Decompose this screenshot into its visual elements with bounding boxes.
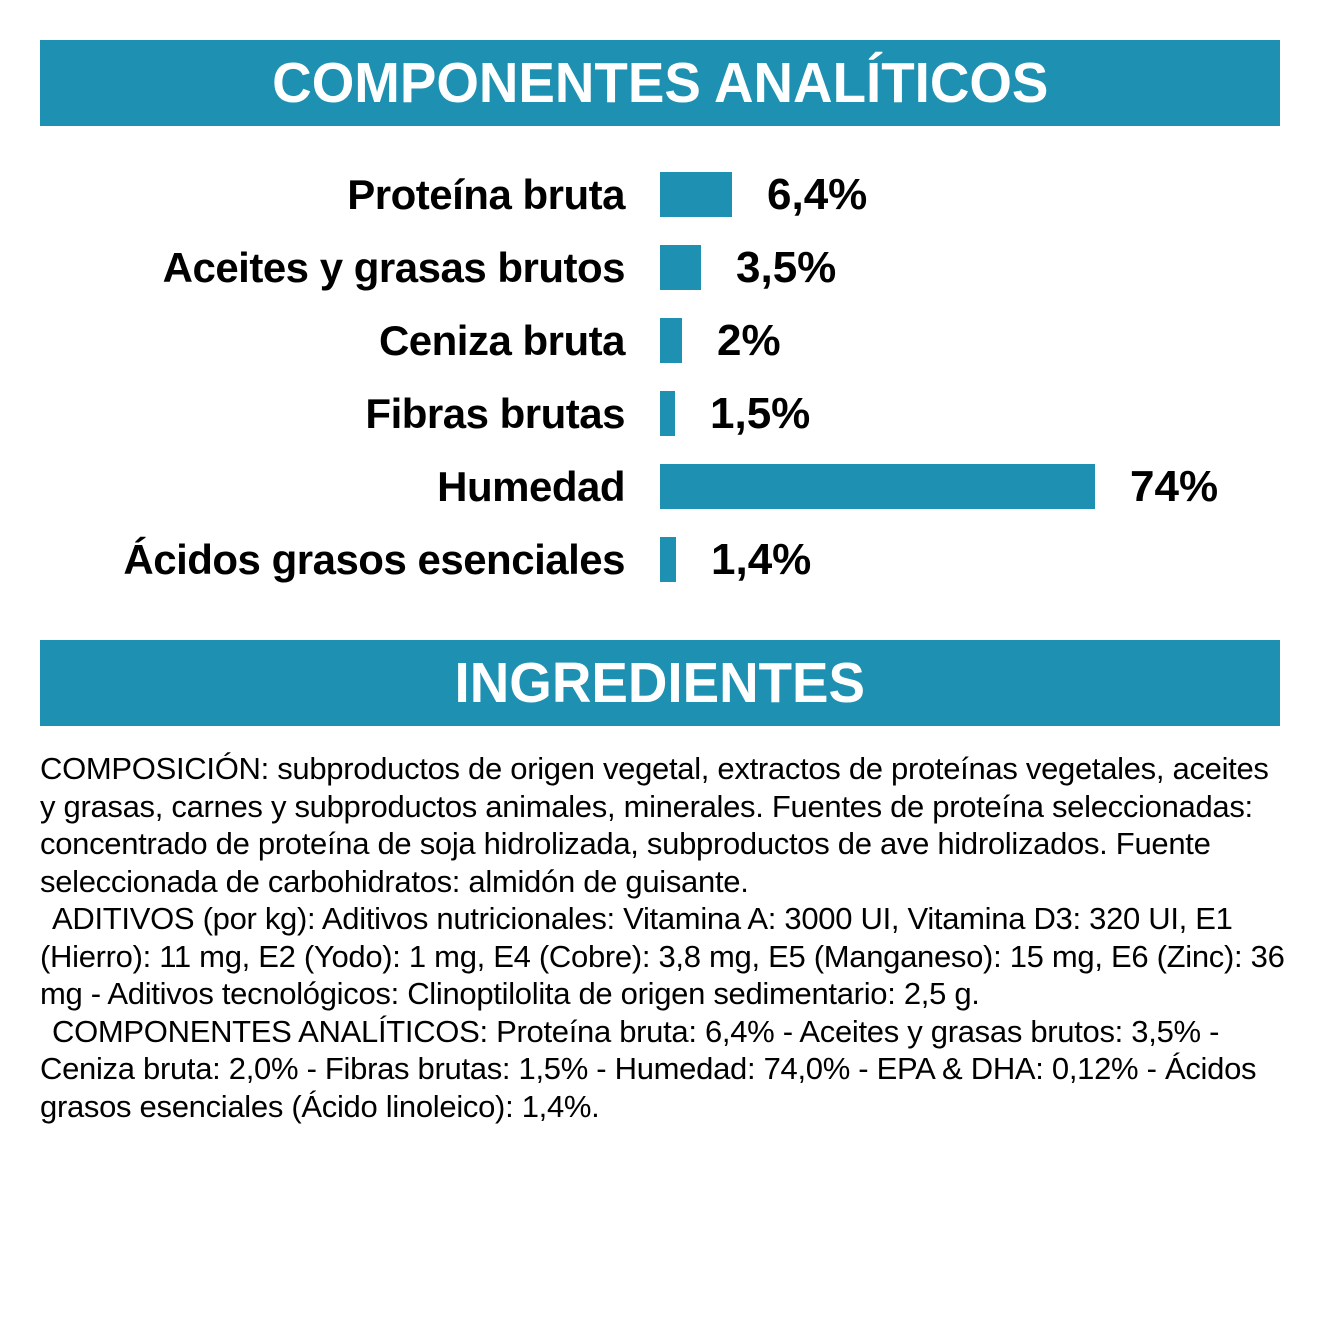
chart-bar (660, 464, 1095, 509)
chart-category-label: Proteína bruta (347, 170, 625, 218)
analytical-header-band: COMPONENTES ANALÍTICOS (40, 40, 1280, 126)
chart-category-label: Aceites y grasas brutos (162, 243, 626, 291)
ingredients-header-title: INGREDIENTES (454, 651, 866, 715)
chart-bar (660, 318, 682, 363)
chart-row-acidos-grasos: Ácidos grasos esenciales 1,4% (40, 523, 1280, 596)
additives-paragraph: ADITIVOS (por kg): Aditivos nutricionale… (40, 901, 1285, 1011)
chart-category-label: Humedad (437, 462, 625, 510)
chart-category-label: Fibras brutas (365, 389, 625, 437)
chart-bar (660, 391, 675, 436)
chart-value-label: 3,5% (736, 242, 837, 292)
ingredients-text-block: COMPOSICIÓN: subproductos de origen vege… (40, 750, 1288, 1125)
chart-category-label: Ácidos grasos esenciales (123, 535, 625, 583)
analytical-constituents-paragraph: COMPONENTES ANALÍTICOS: Proteína bruta: … (40, 1013, 1257, 1124)
chart-value-label: 1,4% (711, 534, 812, 584)
analytical-components-chart: Proteína bruta 6,4% Aceites y grasas bru… (40, 158, 1280, 596)
chart-value-label: 74% (1130, 461, 1219, 511)
chart-value-label: 1,5% (710, 388, 811, 438)
analytical-header-title: COMPONENTES ANALÍTICOS (271, 51, 1049, 115)
composition-paragraph: COMPOSICIÓN: subproductos de origen vege… (40, 751, 1269, 899)
chart-category-label: Ceniza bruta (378, 316, 626, 364)
chart-value-label: 6,4% (767, 169, 868, 219)
chart-row-ceniza-bruta: Ceniza bruta 2% (40, 304, 1280, 377)
ingredients-header-band: INGREDIENTES (40, 640, 1280, 726)
chart-row-proteina-bruta: Proteína bruta 6,4% (40, 158, 1280, 231)
chart-bar (660, 172, 732, 217)
chart-bar (660, 245, 701, 290)
chart-bar (660, 537, 676, 582)
chart-value-label: 2% (717, 315, 781, 365)
chart-row-fibras-brutas: Fibras brutas 1,5% (40, 377, 1280, 450)
chart-row-aceites-grasas: Aceites y grasas brutos 3,5% (40, 231, 1280, 304)
chart-row-humedad: Humedad 74% (40, 450, 1280, 523)
